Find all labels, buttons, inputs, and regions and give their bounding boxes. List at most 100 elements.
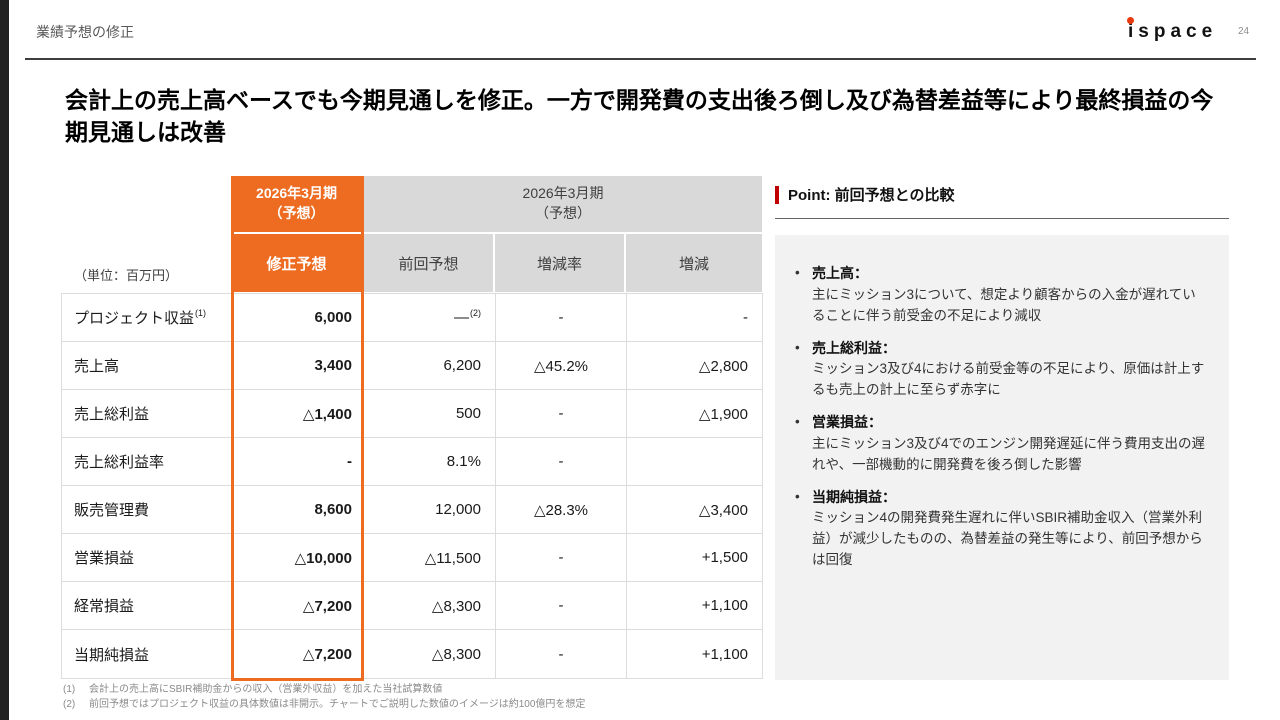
rate-value: - [495,534,626,581]
table-row: 売上総利益率 - 8.1% - [62,438,762,486]
ispace-logo: ispace [1128,21,1217,43]
previous-group-header: 2026年3月期 （予想） [364,176,762,234]
previous-value-text: — [454,309,469,326]
diff-value: - [626,294,762,341]
table-header: （単位：百万円） 2026年3月期 （予想） 2026年3月期 （予想） 修正予… [62,176,762,294]
bullet-marker: • [795,488,800,504]
bullet-item: • 売上総利益： ミッション3及び4における前受金等の不足により、原価は計上する… [795,338,1207,402]
table-row: 販売管理費 8,600 12,000 △28.3% △3,400 [62,486,762,534]
rate-value: - [495,294,626,341]
bullet-body: ミッション4の開発費発生遅れに伴いSBIR補助金収入（営業外利益）が減少したもの… [812,510,1203,568]
bullet-body: 主にミッション3及び4でのエンジン開発遅延に伴う費用支出の遅れや、一部機動的に開… [812,435,1206,472]
revised-value: △10,000 [294,549,352,567]
revised-value: 6,000 [314,309,352,326]
row-label-text: プロジェクト収益 [74,310,195,327]
row-label: 販売管理費 [74,502,150,519]
logo-text: ispace [1128,21,1218,42]
footnote-marker: (1) [63,684,76,695]
footnote-text: 前回予想ではプロジェクト収益の具体数値は非開示。チャートでご説明した数値のイメー… [89,699,586,710]
rate-value: △28.3% [495,486,626,533]
rate-value: - [495,438,626,485]
bullet-marker: • [795,414,800,430]
point-panel: Point: 前回予想との比較 • 売上高： 主にミッション3について、想定より… [775,184,1229,680]
revised-value: △7,200 [302,646,352,663]
point-accent-bar [775,185,779,204]
logo-red-dot-icon [1127,17,1134,24]
unit-label: （単位：百万円） [74,268,179,283]
previous-value: 12,000 [435,501,481,518]
rate-value: △45.2% [495,342,626,389]
bullet-heading: 売上総利益： [812,339,896,356]
bullet-item: • 売上高： 主にミッション3について、想定より顧客からの入金が遅れていることに… [795,263,1207,327]
footnote-marker: (2) [63,699,76,710]
bullet-marker: • [795,339,800,355]
row-label: 経常損益 [74,598,135,615]
row-label: 売上総利益率 [74,454,165,471]
previous-value: △11,500 [424,549,481,567]
col-header-revised: 修正予想 [231,234,364,292]
bullet-item: • 当期純損益： ミッション4の開発費発生遅れに伴いSBIR補助金収入（営業外利… [795,487,1207,571]
table-row: 売上総利益 △1,400 500 - △1,900 [62,390,762,438]
row-label: 当期純損益 [74,646,150,664]
slide-title: 会計上の売上高ベースでも今期見通しを修正。一方で開発費の支出後ろ倒し及び為替差益… [65,87,1214,146]
table-row: 経常損益 △7,200 △8,300 - +1,100 [62,582,762,630]
left-edge-bar [0,0,9,720]
point-box: • 売上高： 主にミッション3について、想定より顧客からの入金が遅れていることに… [775,235,1229,680]
row-label: プロジェクト収益 (1) [62,294,231,341]
previous-value: 8.1% [446,453,481,470]
footnotes: (1) 会計上の売上高にSBIR補助金からの収入（営業外収益）を加えた当社試算数… [63,682,585,712]
point-title: Point: 前回予想との比較 [788,187,955,204]
table-body: プロジェクト収益 (1) 6,000 — (2) - - 売上高 3,400 6,2… [61,293,763,679]
diff-value: +1,100 [626,630,762,678]
rate-value: - [495,390,626,437]
col-header-previous: 前回予想 [364,234,495,292]
bullet-heading: 売上高： [812,265,868,281]
revised-value: 3,400 [314,357,352,374]
header-divider [25,58,1256,60]
previous-value: 500 [455,405,481,422]
revised-group-header: 2026年3月期 （予想） [231,176,364,234]
row-label: 売上総利益 [74,406,150,423]
row-label: 営業損益 [74,550,135,567]
table-row: 当期純損益 △7,200 △8,300 - +1,100 [62,630,762,678]
bullet-body: ミッション3及び4における前受金等の不足により、原価は計上するも売上の計上に至ら… [812,361,1205,398]
footnote-ref: (2) [470,307,481,318]
bullet-text: 当期純損益： ミッション4の開発費発生遅れに伴いSBIR補助金収入（営業外利益）… [812,487,1207,571]
diff-value: +1,100 [626,582,762,629]
revised-value: - [347,453,352,470]
previous-value: — (2) [364,294,495,341]
row-label: 売上高 [74,358,120,375]
bullet-text: 売上総利益： ミッション3及び4における前受金等の不足により、原価は計上するも売… [812,338,1207,402]
diff-value: +1,500 [626,534,762,581]
diff-value: △1,900 [626,390,762,437]
previous-value: △8,300 [431,646,481,663]
forecast-table: （単位：百万円） 2026年3月期 （予想） 2026年3月期 （予想） 修正予… [61,176,763,681]
previous-value: △8,300 [431,597,481,615]
revised-value: △7,200 [302,597,352,615]
diff-value: △2,800 [626,342,762,389]
revised-value: △1,400 [302,405,352,423]
bullet-text: 営業損益： 主にミッション3及び4でのエンジン開発遅延に伴う費用支出の遅れや、一… [812,412,1207,476]
diff-value: △3,400 [626,486,762,533]
table-row: 売上高 3,400 6,200 △45.2% △2,800 [62,342,762,390]
slide-header-title: 業績予想の修正 [36,24,134,40]
footnote-ref: (1) [195,307,207,318]
bullet-heading: 当期純損益： [812,488,896,505]
diff-value [626,438,762,485]
revised-value: 8,600 [314,501,352,518]
table-row: プロジェクト収益 (1) 6,000 — (2) - - [62,294,762,342]
col-header-rate: 増減率 [495,234,626,292]
rate-value: - [495,582,626,629]
footnote-text: 会計上の売上高にSBIR補助金からの収入（営業外収益）を加えた当社試算数値 [89,684,443,695]
bullet-text: 売上高： 主にミッション3について、想定より顧客からの入金が遅れていることに伴う… [812,263,1207,327]
footnote: (2) 前回予想ではプロジェクト収益の具体数値は非開示。チャートでご説明した数値… [63,697,585,712]
bullet-body: 主にミッション3について、想定より顧客からの入金が遅れていることに伴う前受金の不… [812,286,1196,323]
page-number: 24 [1238,26,1250,37]
previous-value: 6,200 [443,357,481,374]
col-header-diff: 増減 [626,234,762,292]
footnote: (1) 会計上の売上高にSBIR補助金からの収入（営業外収益）を加えた当社試算数… [63,682,585,697]
bullet-heading: 営業損益： [812,414,882,431]
bullet-marker: • [795,265,800,280]
bullet-item: • 営業損益： 主にミッション3及び4でのエンジン開発遅延に伴う費用支出の遅れや… [795,412,1207,476]
point-header: Point: 前回予想との比較 [775,184,1229,219]
